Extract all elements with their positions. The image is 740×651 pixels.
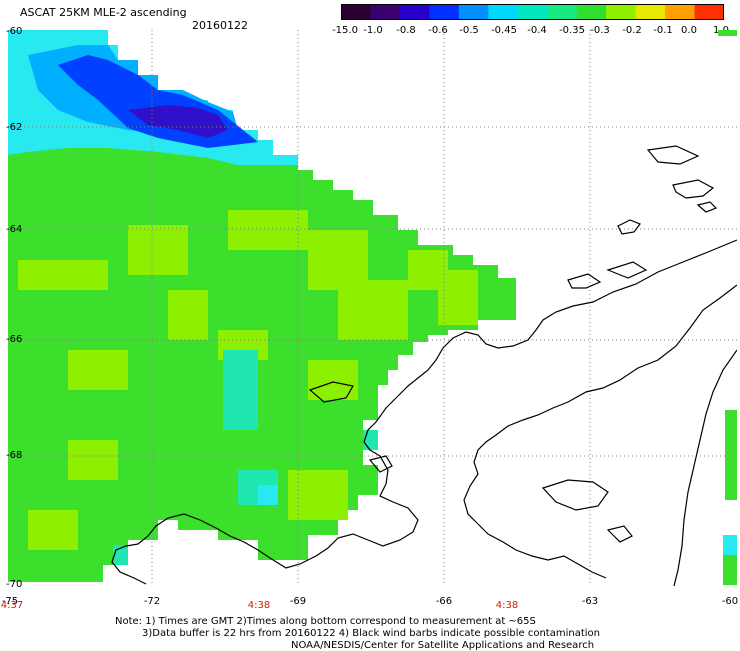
east-edge-strip <box>718 30 737 585</box>
island-5 <box>606 261 648 279</box>
colorbar-cell <box>606 4 637 20</box>
lat-label: -66 <box>6 334 23 345</box>
lon-label: -66 <box>435 596 453 607</box>
field-patch <box>128 225 188 275</box>
lon-label: -63 <box>581 596 599 607</box>
time-label: 4:38 <box>495 600 519 611</box>
colorbar-tick: -0.6 <box>428 25 448 36</box>
map-title: ASCAT 25KM MLE-2 ascending <box>20 6 187 19</box>
island-3 <box>696 201 718 213</box>
field-patch <box>725 410 737 500</box>
colorbar-tick: -15.0 <box>332 25 358 36</box>
field-patch <box>338 280 408 340</box>
colorbar-tick: -0.5 <box>459 25 479 36</box>
lake-2 <box>606 525 633 543</box>
field-patch <box>723 535 737 555</box>
footer-note-2: 3)Data buffer is 22 hrs from 20160122 4)… <box>142 628 600 639</box>
lon-label: -69 <box>289 596 307 607</box>
colorbar-cell <box>665 4 696 20</box>
field-patch <box>438 270 478 325</box>
field-patch <box>223 350 258 430</box>
field-patch <box>718 30 737 36</box>
colorbar-cell <box>547 4 578 20</box>
colorbar <box>341 4 724 20</box>
colorbar-cell <box>576 4 607 20</box>
map-date: 20160122 <box>192 19 248 32</box>
colorbar-cell <box>429 4 460 20</box>
indigo-core <box>128 105 228 138</box>
colorbar-cell <box>370 4 401 20</box>
colorbar-tick: -1.0 <box>363 25 383 36</box>
field-patch <box>68 350 128 390</box>
lon-label: -60 <box>721 596 739 607</box>
island-2 <box>672 179 715 199</box>
wind-field <box>8 30 737 585</box>
colorbar-cell <box>694 4 724 20</box>
coast-peninsula-north <box>111 239 737 585</box>
colorbar-tick: -0.8 <box>396 25 416 36</box>
graticule <box>8 30 737 586</box>
coastlines <box>111 145 737 586</box>
colorbar-tick: -0.3 <box>590 25 610 36</box>
coast-east-inland <box>463 284 737 579</box>
island-8 <box>368 455 393 473</box>
footer-note-3: NOAA/NESDIS/Center for Satellite Applica… <box>291 640 595 651</box>
field-patch <box>258 485 278 505</box>
colorbar-tick: -0.4 <box>527 25 547 36</box>
lon-label: -75 <box>1 596 19 607</box>
lake-1 <box>541 479 609 511</box>
colorbar-tick: 0.0 <box>681 25 697 36</box>
coast-east-lower <box>673 349 737 586</box>
field-patch <box>308 360 358 400</box>
swath-base <box>8 30 516 582</box>
field-patch <box>168 290 208 340</box>
island-6 <box>646 145 700 165</box>
field-patch <box>68 440 118 480</box>
colorbar-tick: -0.1 <box>653 25 673 36</box>
field-patch <box>723 555 737 585</box>
field-patch <box>28 510 78 550</box>
colorbar-tick: -0.2 <box>622 25 642 36</box>
colorbar-cell <box>488 4 519 20</box>
map-plot <box>8 30 737 586</box>
footer-note-1: Note: 1) Times are GMT 2)Times along bot… <box>115 616 536 627</box>
time-label: 4:38 <box>247 600 271 611</box>
field-patch <box>288 470 348 520</box>
lat-label: -62 <box>6 122 23 133</box>
colorbar-tick: -0.45 <box>491 25 517 36</box>
lat-label: -68 <box>6 450 23 461</box>
lat-label: -70 <box>6 579 23 590</box>
colorbar-cell <box>399 4 430 20</box>
colorbar-cell <box>635 4 666 20</box>
island-1 <box>617 219 641 235</box>
lon-label: -72 <box>143 596 161 607</box>
colorbar-tick: -0.35 <box>559 25 585 36</box>
island-4 <box>567 273 602 289</box>
field-patch <box>228 210 308 250</box>
lat-label: -64 <box>6 224 23 235</box>
time-label: 4:37 <box>0 600 24 611</box>
island-7 <box>308 381 354 403</box>
colorbar-cell <box>517 4 548 20</box>
colorbar-cell <box>341 4 372 20</box>
high-latitude-band <box>8 30 298 165</box>
field-patch <box>18 260 108 290</box>
colorbar-labels: -15.0 -1.0 -0.8 -0.6 -0.5 -0.45 -0.4 -0.… <box>330 25 740 39</box>
colorbar-cell <box>458 4 489 20</box>
lat-label: -60 <box>6 26 23 37</box>
